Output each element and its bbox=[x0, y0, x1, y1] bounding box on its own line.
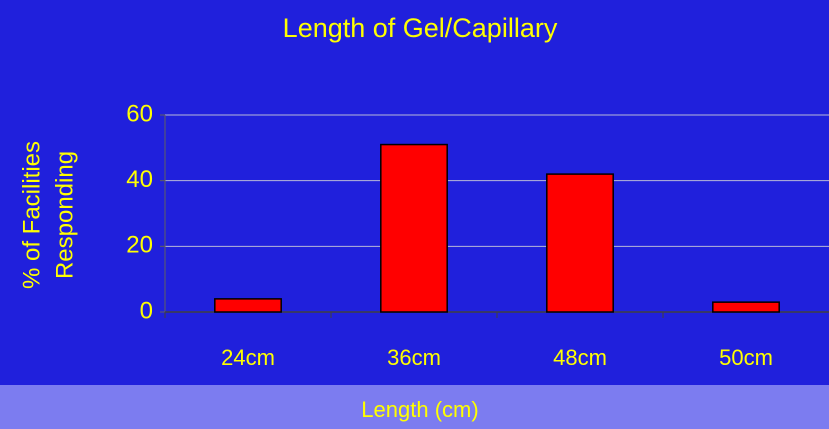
footer-band bbox=[0, 385, 829, 429]
x-tick-label: 24cm bbox=[221, 345, 275, 370]
x-tick-label: 50cm bbox=[719, 345, 773, 370]
x-tick-label: 36cm bbox=[387, 345, 441, 370]
y-axis-label: % of Facilities bbox=[18, 141, 45, 289]
bar bbox=[546, 173, 614, 313]
x-axis-label: Length (cm) bbox=[361, 397, 478, 422]
bar bbox=[712, 301, 780, 313]
bar bbox=[380, 143, 448, 313]
bar bbox=[214, 298, 282, 313]
y-tick-label: 20 bbox=[126, 232, 153, 259]
y-tick-label: 60 bbox=[126, 100, 153, 127]
x-tick-label: 48cm bbox=[553, 345, 607, 370]
y-tick-label: 40 bbox=[126, 166, 153, 193]
y-axis-label: Responding bbox=[51, 151, 78, 279]
y-tick-label: 0 bbox=[140, 297, 153, 324]
chart-title: Length of Gel/Capillary bbox=[283, 13, 558, 43]
